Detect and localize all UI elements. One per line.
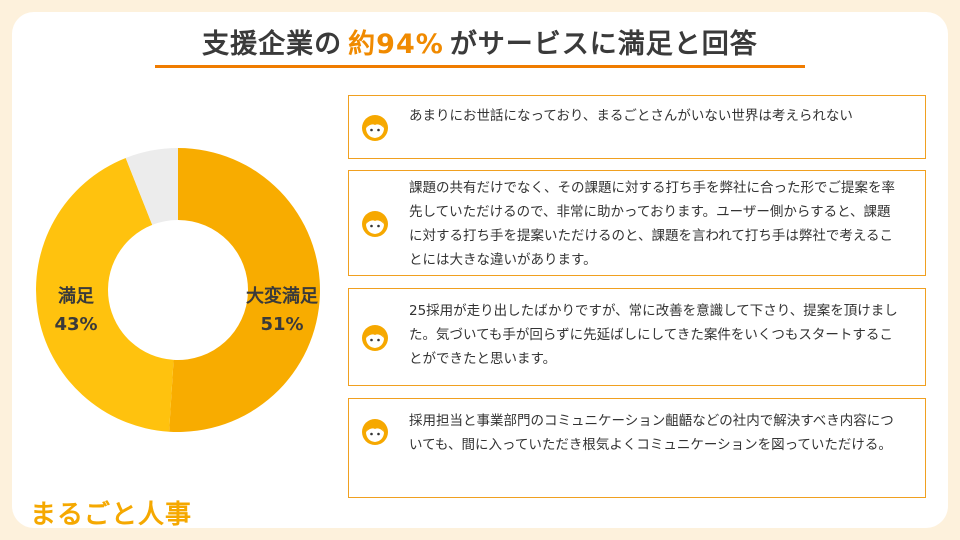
quote-card-4: 採用担当と事業部門のコミュニケーション齟齬などの社内で解決すべき内容についても、… <box>348 398 926 498</box>
slice-value-label: 51% <box>260 314 303 335</box>
quote-card-2: 課題の共有だけでなく、その課題に対する打ち手を弊社に合った形でご提案を率先してい… <box>348 170 926 276</box>
quote-text: あまりにお世話になっており、まるごとさんがいない世界は考えられない <box>409 108 853 124</box>
page-title: 支援企業の 約94% がサービスに満足と回答 <box>0 22 960 61</box>
face-icon <box>362 419 388 445</box>
face-icon <box>362 325 388 351</box>
donut-slice-2 <box>36 157 174 432</box>
quote-text: 課題の共有だけでなく、その課題に対する打ち手を弊社に合った形でご提案を率先してい… <box>409 180 895 268</box>
title-suffix: がサービスに満足と回答 <box>449 29 758 60</box>
title-highlight: 約94% <box>348 29 444 60</box>
face-icon <box>362 115 388 141</box>
donut-slice-3 <box>125 148 178 225</box>
title-prefix: 支援企業の <box>202 29 343 60</box>
slice-label: 大変満足 <box>246 285 318 307</box>
slice-value-label: 43% <box>54 314 97 335</box>
face-icon <box>362 211 388 237</box>
brand-logo: まるごと人事 <box>30 500 193 530</box>
quote-card-1: あまりにお世話になっており、まるごとさんがいない世界は考えられない <box>348 95 926 159</box>
title-underline <box>155 65 805 68</box>
quote-text: 採用担当と事業部門のコミュニケーション齟齬などの社内で解決すべき内容についても、… <box>409 413 894 453</box>
quote-card-3: 25採用が走り出したばかりですが、常に改善を意識して下さり、提案を頂けました。気… <box>348 288 926 386</box>
slice-label: 満足 <box>58 285 94 307</box>
quote-text: 25採用が走り出したばかりですが、常に改善を意識して下さり、提案を頂けました。気… <box>409 303 898 367</box>
donut-slice-1 <box>169 148 321 433</box>
satisfaction-donut-chart: 大変満足 51% 満足 43% <box>36 148 321 433</box>
